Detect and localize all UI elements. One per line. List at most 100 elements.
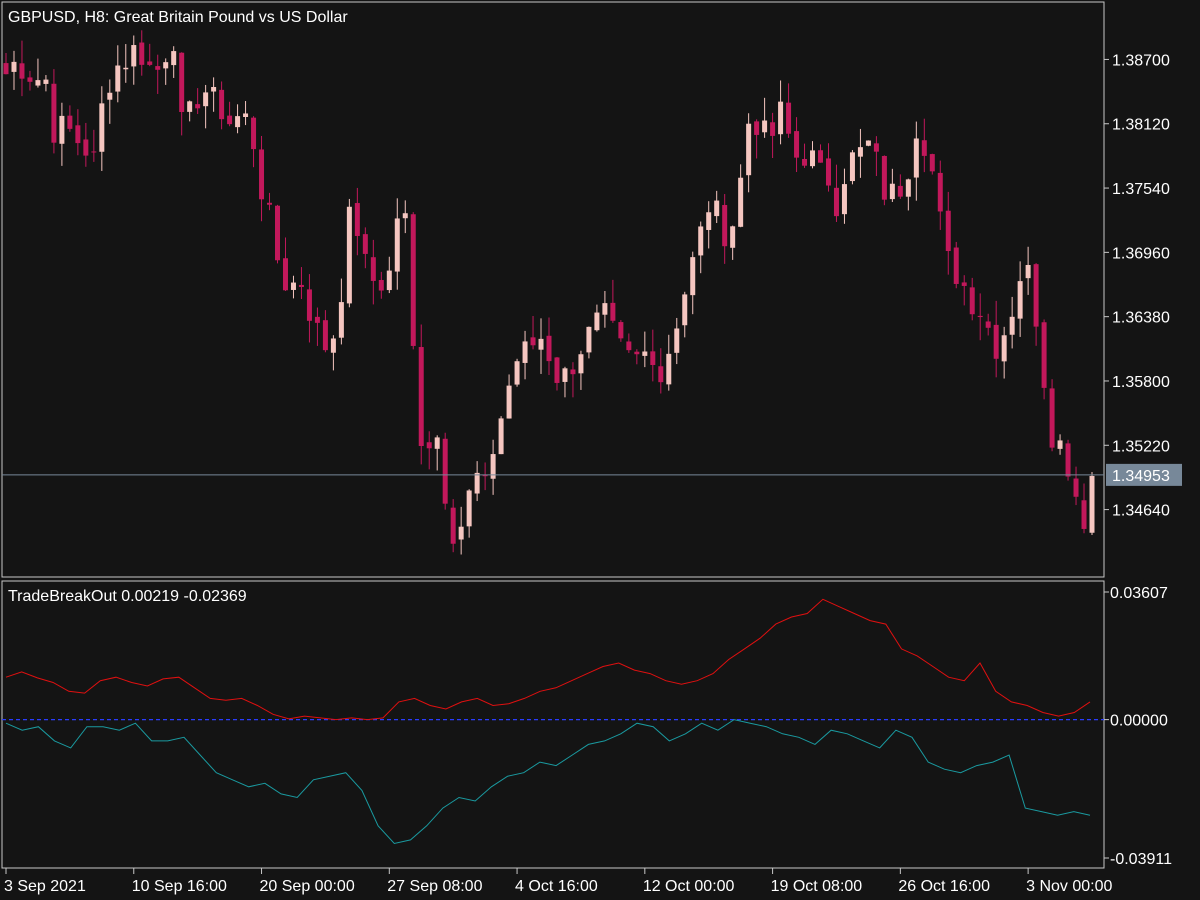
candle-body: [905, 179, 911, 197]
candle-body: [690, 257, 696, 296]
time-axis: 3 Sep 2021 10 Sep 16:00 20 Sep 00:00 27 Sep…: [4, 868, 1113, 895]
price-tick-label: 1.36960: [1112, 245, 1170, 262]
candle-body: [147, 61, 153, 65]
candle-body: [825, 158, 831, 186]
candle-body: [770, 122, 776, 136]
candle-body: [961, 282, 967, 286]
candle-body: [658, 366, 664, 383]
candle-body: [91, 151, 97, 153]
indicator-tick-label: 0.03607: [1110, 585, 1168, 602]
candle-body: [410, 214, 416, 346]
indicator-line-upper: [5, 598, 1091, 721]
candle-body: [338, 302, 344, 338]
candle-body: [466, 490, 472, 527]
candle-body: [762, 120, 768, 133]
candle-body: [458, 526, 464, 540]
candle-body: [650, 351, 656, 365]
candle-body: [618, 322, 624, 339]
candle-body: [322, 320, 328, 351]
time-tick-label: 20 Sep 00:00: [260, 878, 355, 895]
candle-body: [163, 62, 169, 69]
candle-body: [538, 338, 544, 350]
candle-body: [1089, 475, 1095, 533]
price-tick-label: 1.35800: [1112, 374, 1170, 391]
candle-body: [929, 154, 935, 172]
candle-body: [570, 369, 576, 375]
candle-body: [27, 77, 33, 82]
candle-body: [498, 418, 504, 455]
candle-body: [1057, 440, 1063, 449]
symbol-title: GBPUSD, H8: Great Britain Pound vs US Do…: [8, 9, 348, 26]
candle-body: [219, 89, 225, 120]
candle-body: [11, 61, 17, 72]
candle-body: [714, 200, 720, 217]
candle-body: [346, 206, 352, 304]
candle-body: [738, 177, 744, 227]
candle-body: [235, 116, 241, 128]
candle-body: [378, 279, 384, 291]
candle-body: [1025, 264, 1031, 279]
candle-body: [889, 183, 895, 200]
candle-body: [51, 83, 57, 143]
indicator-tick-label: -0.03911: [1110, 851, 1172, 868]
candle-body: [778, 101, 784, 135]
candle-body: [314, 316, 320, 323]
candle-body: [674, 328, 680, 353]
candle-body: [810, 150, 816, 167]
candle-body: [290, 282, 296, 290]
candle-body: [602, 303, 608, 315]
candle-body: [107, 92, 113, 100]
candle-body: [123, 67, 129, 70]
candle-body: [746, 123, 752, 176]
candle-body: [362, 234, 368, 254]
candle-body: [786, 102, 792, 134]
candle-body: [546, 335, 552, 362]
candle-body: [354, 203, 360, 236]
candle-body: [418, 347, 424, 447]
price-tick-label: 1.35220: [1112, 438, 1170, 455]
time-tick-label: 27 Sep 08:00: [387, 878, 482, 895]
candle-body: [402, 213, 408, 219]
candle-body: [330, 338, 336, 353]
candle-body: [706, 212, 712, 230]
indicator-axis: 0.03607 0.00000 -0.03911: [1104, 585, 1172, 868]
candle-body: [969, 287, 975, 315]
candlestick-series: [3, 30, 1095, 555]
candle-body: [394, 218, 400, 272]
candle-body: [642, 351, 648, 356]
candle-body: [386, 270, 392, 291]
candle-body: [937, 172, 943, 212]
candle-body: [562, 368, 568, 382]
candle-body: [35, 80, 41, 86]
candle-body: [993, 324, 999, 359]
time-tick-label: 10 Sep 16:00: [132, 878, 227, 895]
candle-body: [306, 289, 312, 321]
candle-body: [227, 115, 233, 125]
candle-body: [275, 205, 280, 261]
time-tick-label: 19 Oct 08:00: [771, 878, 863, 895]
candle-body: [522, 341, 528, 363]
candle-body: [43, 79, 49, 84]
candle-body: [873, 143, 879, 152]
candle-body: [1049, 388, 1055, 448]
candle-body: [841, 184, 847, 215]
candle-body: [474, 472, 480, 494]
price-panel-frame[interactable]: [1, 1, 1105, 578]
candle-body: [115, 65, 121, 92]
candle-body: [682, 294, 688, 326]
candle-body: [19, 63, 25, 79]
candle-body: [187, 101, 193, 112]
candle-body: [75, 125, 81, 144]
candle-body: [434, 437, 440, 449]
indicator-panel-frame[interactable]: [1, 580, 1105, 869]
candle-body: [267, 202, 273, 205]
candle-body: [490, 454, 496, 479]
candle-body: [370, 257, 376, 281]
candle-body: [155, 66, 161, 70]
candle-body: [897, 185, 903, 197]
price-axis: 1.38700 1.38120 1.37540 1.36960 1.36380 1.358…: [1104, 52, 1170, 520]
candle-body: [67, 115, 73, 129]
candle-body: [211, 87, 217, 92]
